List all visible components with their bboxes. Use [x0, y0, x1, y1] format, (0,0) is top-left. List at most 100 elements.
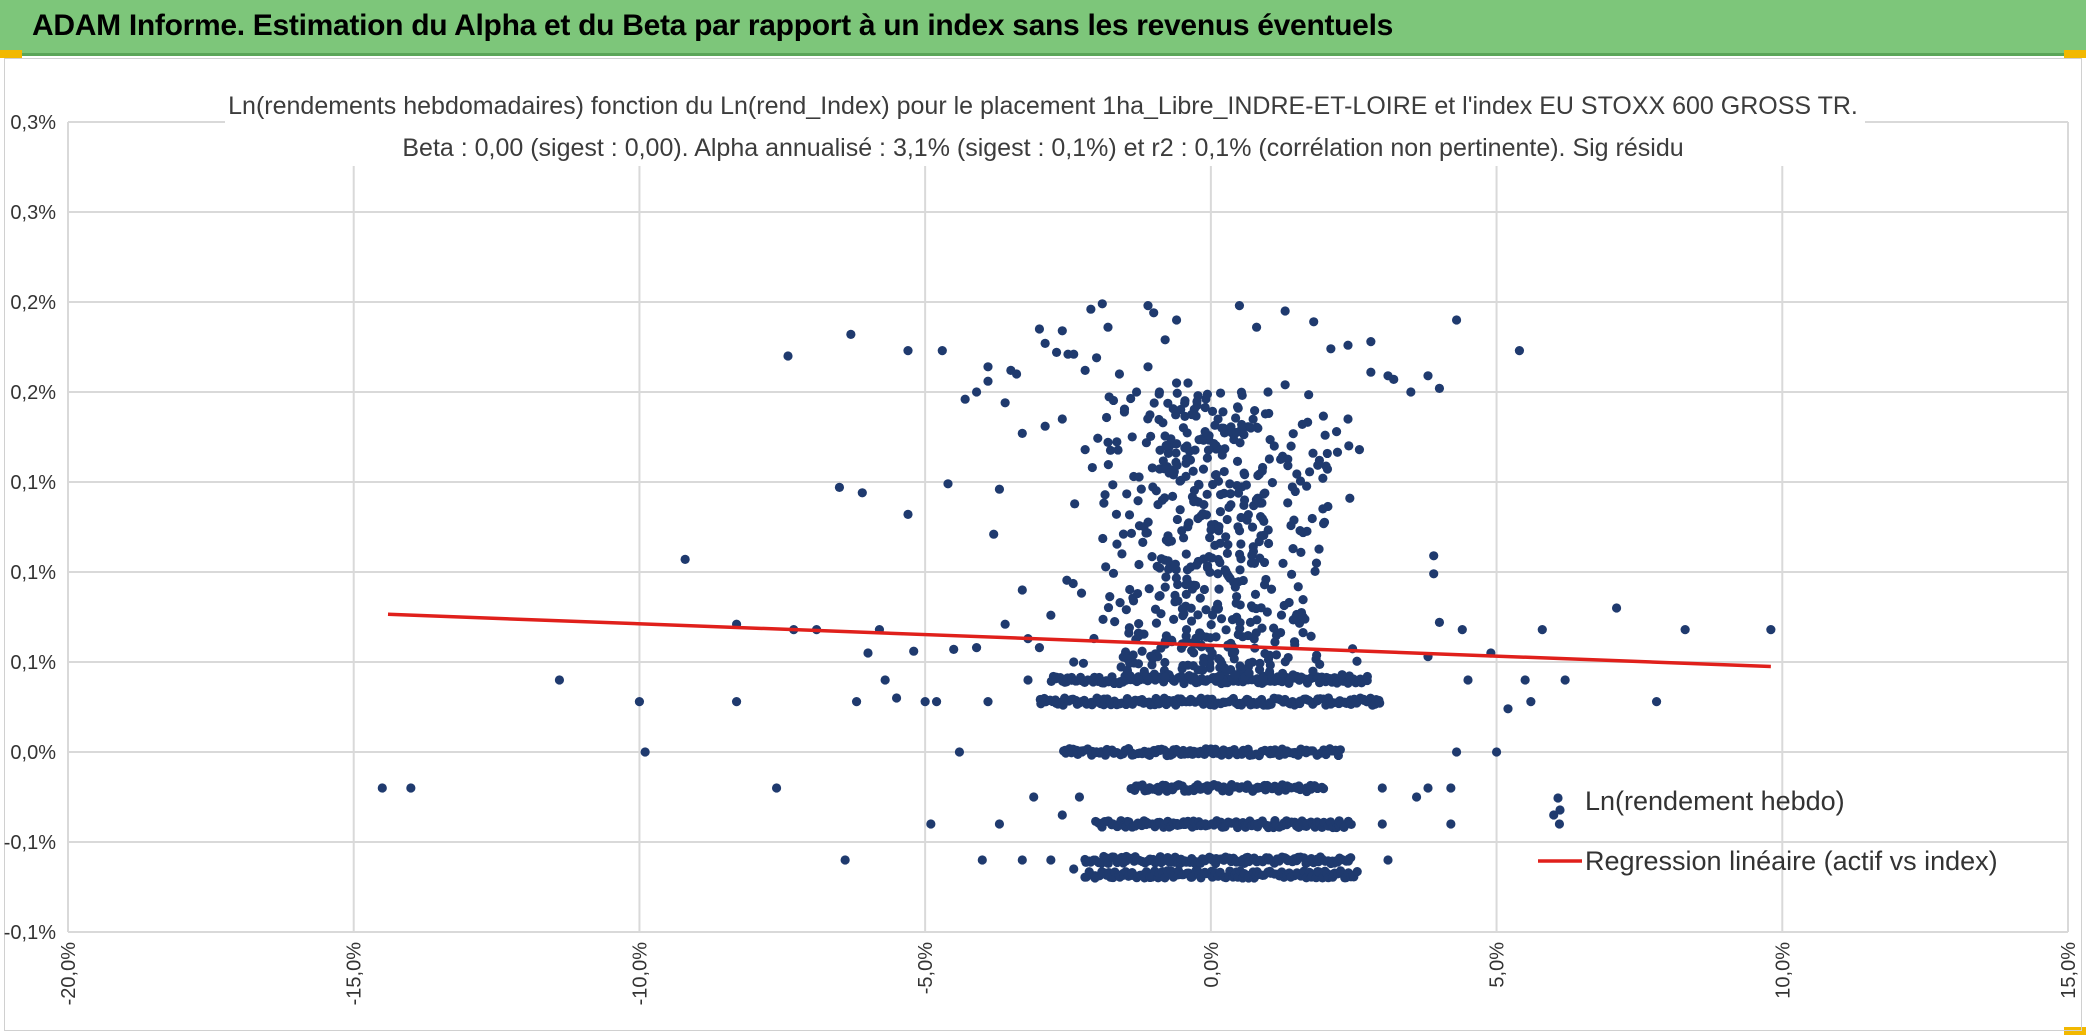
data-point	[1138, 537, 1148, 547]
data-point	[1354, 445, 1365, 455]
data-point	[1149, 398, 1159, 408]
data-point	[1322, 448, 1332, 459]
data-point	[1314, 544, 1324, 554]
data-point	[989, 529, 999, 539]
data-point	[1115, 597, 1125, 608]
data-point	[1264, 454, 1274, 464]
data-point	[857, 488, 867, 498]
data-point	[1352, 866, 1362, 877]
data-point	[1257, 466, 1267, 476]
data-point	[1211, 632, 1221, 642]
data-point	[1217, 423, 1227, 433]
data-point	[1298, 595, 1308, 605]
data-point	[1186, 603, 1196, 613]
data-point	[1366, 337, 1376, 347]
data-point	[1078, 658, 1089, 668]
data-point	[1245, 617, 1256, 627]
data-point	[1225, 479, 1235, 489]
data-point	[1237, 419, 1247, 430]
data-point	[1160, 493, 1170, 503]
data-point	[1069, 864, 1079, 874]
data-point	[1235, 617, 1245, 628]
data-point	[1127, 432, 1137, 442]
data-point	[1280, 306, 1290, 316]
data-point	[1247, 522, 1258, 532]
data-point	[1198, 509, 1208, 519]
data-point	[1181, 458, 1191, 468]
data-point	[1182, 565, 1193, 575]
data-point	[1457, 625, 1467, 635]
data-point	[1136, 484, 1146, 494]
data-point	[1105, 445, 1116, 455]
data-point	[1229, 654, 1239, 664]
data-point	[1293, 582, 1303, 592]
data-point	[949, 644, 959, 655]
data-point	[1124, 510, 1135, 520]
data-point	[1276, 454, 1286, 465]
data-point	[1434, 383, 1445, 393]
data-point	[1257, 623, 1267, 633]
data-point	[1206, 620, 1216, 630]
data-point	[1257, 514, 1268, 524]
data-point	[1172, 460, 1182, 470]
data-point	[1230, 670, 1240, 680]
data-point	[1142, 528, 1152, 538]
data-point	[1098, 533, 1108, 544]
data-point	[1345, 493, 1355, 503]
x-tick-label: 10,0%	[1772, 942, 1794, 999]
data-point	[1319, 519, 1329, 529]
data-point	[1017, 428, 1027, 438]
data-point	[1087, 462, 1097, 473]
data-point	[863, 648, 873, 658]
data-point	[1236, 512, 1246, 523]
data-point	[1289, 637, 1300, 647]
data-point	[1362, 671, 1372, 682]
data-point	[1213, 604, 1223, 614]
data-point	[1246, 558, 1257, 568]
data-point	[1263, 387, 1273, 397]
data-point	[920, 697, 930, 707]
data-point	[771, 783, 782, 793]
data-point	[1200, 427, 1210, 437]
data-point	[1163, 448, 1173, 458]
data-point	[1289, 515, 1299, 525]
data-point	[1069, 349, 1079, 359]
data-point	[1172, 514, 1182, 525]
data-point	[1233, 522, 1243, 532]
data-point	[1298, 628, 1308, 638]
data-point	[1389, 374, 1399, 384]
data-point	[1200, 402, 1210, 413]
data-point	[1178, 533, 1189, 543]
data-point	[840, 855, 850, 865]
data-point	[1202, 489, 1212, 499]
data-point	[1207, 610, 1218, 620]
data-point	[834, 482, 845, 492]
data-point	[1246, 423, 1256, 433]
data-point	[1307, 513, 1317, 524]
data-point	[1377, 819, 1387, 829]
data-point	[1231, 413, 1241, 423]
data-point	[1302, 526, 1312, 536]
data-point	[640, 747, 650, 757]
data-point	[1320, 430, 1330, 440]
data-point	[1144, 675, 1154, 685]
data-point	[1352, 656, 1362, 666]
data-point	[1203, 445, 1214, 455]
data-point	[1263, 538, 1274, 549]
data-point	[846, 329, 856, 339]
chart-title-background	[225, 86, 1865, 166]
data-point	[1503, 704, 1513, 714]
data-point	[1183, 578, 1193, 589]
data-point	[1297, 419, 1307, 429]
data-point	[1074, 792, 1085, 802]
data-point	[1146, 431, 1156, 441]
data-point	[1208, 479, 1218, 490]
data-point	[1429, 551, 1439, 561]
data-point	[1258, 673, 1268, 683]
data-point	[1103, 437, 1113, 447]
data-point	[1295, 525, 1305, 536]
data-point	[1111, 509, 1122, 519]
data-point	[1446, 783, 1456, 793]
y-tick-label: -0,1%	[4, 922, 56, 944]
data-point	[1429, 569, 1439, 579]
